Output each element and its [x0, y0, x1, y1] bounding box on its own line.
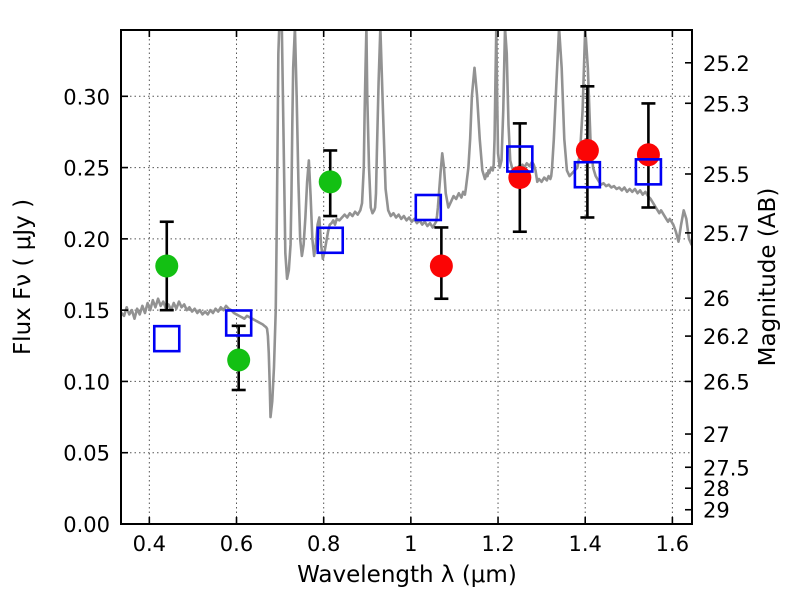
grid-layer: [121, 30, 692, 524]
tick-label-layer: 0.4 0.6 0.8 1 1.2 1.4 1.6 0.00 0.05 0.10 0.15 0.20 0…: [63, 52, 750, 556]
y-tick-label-left: 0.10: [63, 370, 110, 394]
x-tick-label: 0.8: [307, 532, 340, 556]
y-tick-label-right: 25.2: [703, 52, 750, 76]
svg-text:Flux Fν ( μJy ): Flux Fν ( μJy ): [10, 199, 36, 355]
model-spectrum-line: [121, 30, 692, 419]
data-point-square[interactable]: [573, 160, 602, 189]
axis-frame-layer: [120, 29, 693, 525]
svg-text:Magnitude (AB): Magnitude (AB): [755, 188, 781, 367]
svg-text:Wavelength λ (μm): Wavelength λ (μm): [297, 562, 517, 588]
y-tick-label-left: 0.05: [63, 442, 110, 466]
data-point-circle[interactable]: [429, 254, 453, 278]
y-tick-label-right: 28: [703, 477, 730, 501]
x-tick-label: 1.6: [656, 532, 689, 556]
data-point-circle[interactable]: [636, 143, 660, 167]
y-tick-label-right: 26.2: [703, 325, 750, 349]
spectrum-layer: [121, 30, 692, 419]
y-tick-label-left: 0.00: [63, 513, 110, 537]
y-tick-label-right: 26: [703, 287, 730, 311]
marker-layer: [152, 138, 663, 372]
data-point-square[interactable]: [316, 226, 345, 255]
x-tick-label: 1.2: [481, 532, 514, 556]
y-tick-label-left: 0.30: [63, 85, 110, 109]
data-point-circle[interactable]: [575, 138, 599, 162]
data-point-circle[interactable]: [155, 254, 179, 278]
y-tick-label-left: 0.20: [63, 228, 110, 252]
data-point-circle[interactable]: [318, 170, 342, 194]
x-tick-label: 0.6: [220, 532, 253, 556]
y-tick-label-left: 0.25: [63, 157, 110, 181]
y-tick-label-right: 25.3: [703, 92, 750, 116]
y-tick-label-right: 25.7: [703, 222, 750, 246]
y-tick-label-right: 26.5: [703, 370, 750, 394]
y-tick-label-right: 27.5: [703, 456, 750, 480]
y-axis-title-right: Magnitude (AB): [755, 188, 781, 367]
y-tick-label-right: 25.5: [703, 163, 750, 187]
axes-frame: [120, 29, 693, 525]
x-tick-label: 1.4: [569, 532, 602, 556]
data-point-circle[interactable]: [508, 166, 532, 190]
x-tick-label: 1: [404, 532, 417, 556]
x-axis-title: Wavelength λ (μm): [297, 562, 517, 588]
data-point-square[interactable]: [224, 309, 253, 337]
y-tick-label-left: 0.15: [63, 299, 110, 323]
y-tick-label-right: 29: [703, 499, 730, 523]
x-tick-label: 0.4: [133, 532, 166, 556]
data-point-square[interactable]: [152, 324, 181, 353]
y-axis-title-left: Flux Fν ( μJy ): [10, 199, 36, 355]
data-point-circle[interactable]: [227, 348, 251, 372]
y-tick-label-right: 27: [703, 423, 730, 447]
data-point-square[interactable]: [506, 145, 534, 173]
data-point-square[interactable]: [414, 193, 443, 222]
data-point-square[interactable]: [634, 158, 663, 186]
